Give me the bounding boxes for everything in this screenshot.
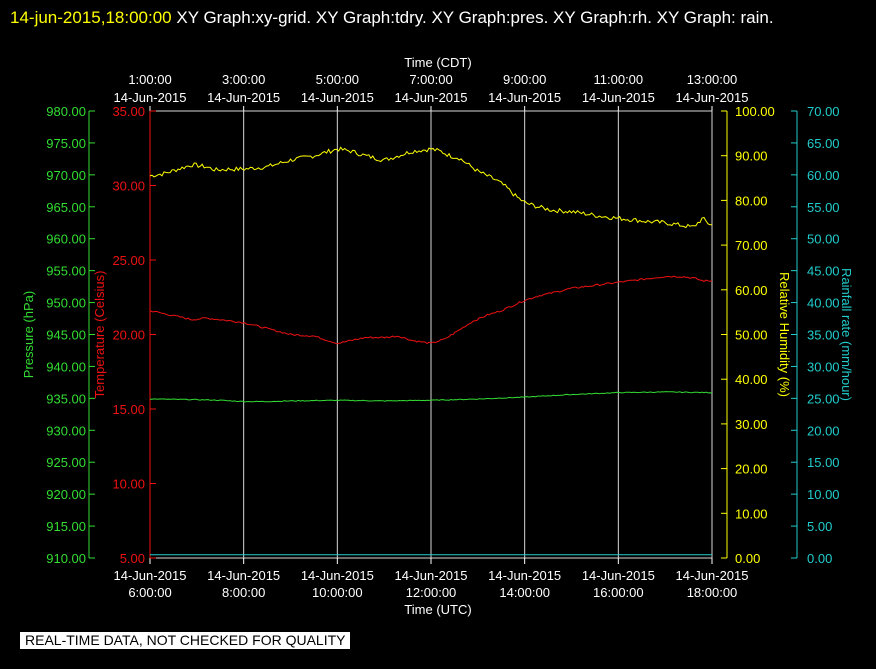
x-tick-label-time: 18:00:00 <box>687 585 738 600</box>
temperature-tick-label: 5.00 <box>120 551 145 566</box>
pressure-series-line <box>150 391 713 403</box>
rainfall-tick-label: 70.00 <box>807 104 840 119</box>
temperature-axis-title: Temperature (Celsius) <box>92 271 107 399</box>
x-tick-label-date: 14-Jun-2015 <box>114 568 187 583</box>
humidity-tick-label: 40.00 <box>735 372 768 387</box>
humidity-tick-label: 20.00 <box>735 462 768 477</box>
pressure-axis-title: Pressure (hPa) <box>21 291 36 378</box>
top-tick-label-date: 14-Jun-2015 <box>114 90 187 105</box>
pressure-tick-label: 955.00 <box>46 264 86 279</box>
x-tick-label-time: 16:00:00 <box>593 585 644 600</box>
pressure-tick-label: 930.00 <box>46 423 86 438</box>
temperature-tick-label: 35.00 <box>112 104 145 119</box>
rainfall-tick-label: 45.00 <box>807 264 840 279</box>
pressure-tick-label: 915.00 <box>46 519 86 534</box>
pressure-tick-label: 965.00 <box>46 200 86 215</box>
rainfall-tick-label: 15.00 <box>807 455 840 470</box>
pressure-tick-label: 960.00 <box>46 232 86 247</box>
x-tick-label-time: 6:00:00 <box>128 585 171 600</box>
rainfall-tick-label: 35.00 <box>807 328 840 343</box>
rainfall-tick-label: 5.00 <box>807 519 832 534</box>
rainfall-tick-label: 0.00 <box>807 551 832 566</box>
rainfall-tick-label: 30.00 <box>807 359 840 374</box>
top-tick-label-time: 3:00:00 <box>222 72 265 87</box>
x-tick-label-time: 14:00:00 <box>499 585 550 600</box>
humidity-axis-title: Relative Humidity (%) <box>777 272 792 397</box>
humidity-tick-label: 80.00 <box>735 193 768 208</box>
humidity-tick-label: 60.00 <box>735 283 768 298</box>
humidity-tick-label: 100.00 <box>735 104 775 119</box>
x-tick-label-time: 8:00:00 <box>222 585 265 600</box>
x-tick-label-date: 14-Jun-2015 <box>582 568 655 583</box>
x-tick-label-date: 14-Jun-2015 <box>301 568 374 583</box>
top-tick-label-time: 11:00:00 <box>594 72 644 87</box>
top-tick-label-date: 14-Jun-2015 <box>488 90 561 105</box>
humidity-series-line <box>149 146 713 229</box>
rainfall-tick-label: 50.00 <box>807 232 840 247</box>
rainfall-tick-label: 65.00 <box>807 136 840 151</box>
pressure-tick-label: 980.00 <box>46 104 86 119</box>
header-graph-list: XY Graph:xy-grid. XY Graph:tdry. XY Grap… <box>171 8 774 27</box>
pressure-tick-label: 925.00 <box>46 455 86 470</box>
x-tick-label-time: 10:00:00 <box>312 585 363 600</box>
rainfall-tick-label: 10.00 <box>807 487 840 502</box>
x-tick-label-date: 14-Jun-2015 <box>207 568 280 583</box>
rainfall-tick-label: 25.00 <box>807 391 840 406</box>
x-tick-label-date: 14-Jun-2015 <box>488 568 561 583</box>
x-axis-title-cdt: Time (CDT) <box>404 55 471 70</box>
pressure-tick-label: 945.00 <box>46 328 86 343</box>
top-tick-label-time: 7:00:00 <box>409 72 452 87</box>
temperature-series-line <box>149 275 713 345</box>
pressure-tick-label: 935.00 <box>46 391 86 406</box>
top-tick-label-time: 9:00:00 <box>503 72 546 87</box>
humidity-tick-label: 50.00 <box>735 328 768 343</box>
pressure-tick-label: 940.00 <box>46 359 86 374</box>
top-tick-label-time: 1:00:00 <box>128 72 171 87</box>
temperature-tick-label: 10.00 <box>112 477 145 492</box>
x-tick-label-date: 14-Jun-2015 <box>395 568 468 583</box>
top-tick-label-date: 14-Jun-2015 <box>207 90 280 105</box>
pressure-tick-label: 975.00 <box>46 136 86 151</box>
header-timestamp: 14-jun-2015,18:00:00 <box>10 8 172 27</box>
humidity-tick-label: 70.00 <box>735 238 768 253</box>
rainfall-tick-label: 20.00 <box>807 423 840 438</box>
data-quality-disclaimer: REAL-TIME DATA, NOT CHECKED FOR QUALITY <box>20 632 351 649</box>
humidity-tick-label: 90.00 <box>735 149 768 164</box>
x-tick-label-date: 14-Jun-2015 <box>676 568 749 583</box>
humidity-tick-label: 0.00 <box>735 551 760 566</box>
top-tick-label-date: 14-Jun-2015 <box>676 90 749 105</box>
pressure-tick-label: 910.00 <box>46 551 86 566</box>
pressure-tick-label: 920.00 <box>46 487 86 502</box>
temperature-tick-label: 25.00 <box>112 253 145 268</box>
rainfall-axis-title: Rainfall rate (mm/hour) <box>839 268 854 401</box>
rainfall-tick-label: 60.00 <box>807 168 840 183</box>
humidity-tick-label: 10.00 <box>735 506 768 521</box>
rainfall-tick-label: 40.00 <box>807 296 840 311</box>
rainfall-tick-label: 55.00 <box>807 200 840 215</box>
x-tick-label-time: 12:00:00 <box>406 585 457 600</box>
chart-header: 14-jun-2015,18:00:00 XY Graph:xy-grid. X… <box>10 3 870 32</box>
top-tick-label-time: 5:00:00 <box>316 72 359 87</box>
pressure-tick-label: 950.00 <box>46 296 86 311</box>
top-tick-label-date: 14-Jun-2015 <box>395 90 468 105</box>
pressure-tick-label: 970.00 <box>46 168 86 183</box>
temperature-tick-label: 30.00 <box>112 179 145 194</box>
humidity-tick-label: 30.00 <box>735 417 768 432</box>
temperature-tick-label: 20.00 <box>112 328 145 343</box>
top-tick-label-date: 14-Jun-2015 <box>301 90 374 105</box>
temperature-tick-label: 15.00 <box>112 402 145 417</box>
top-tick-label-time: 13:00:00 <box>687 72 738 87</box>
x-axis-title-utc: Time (UTC) <box>404 602 471 617</box>
top-tick-label-date: 14-Jun-2015 <box>582 90 655 105</box>
